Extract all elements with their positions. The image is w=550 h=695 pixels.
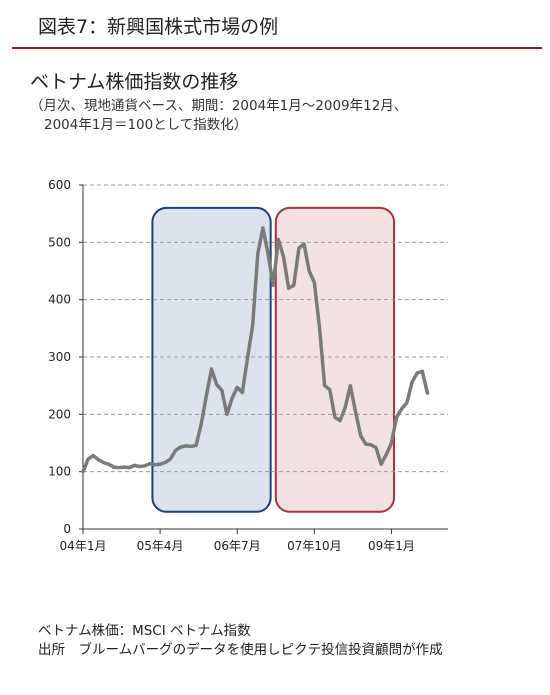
bust-period-box <box>274 206 396 513</box>
chart-title: ベトナム株価指数の推移 <box>30 71 239 93</box>
note-definition: ベトナム株価：MSCI ベトナム指数 <box>38 623 251 639</box>
x-tick-label-2: 06年7月 <box>214 539 261 553</box>
chart-subtitle: （月次、現地通貨ベース、期間：2004年1月～2009年12月、 2004年1月… <box>30 97 407 135</box>
series-layer <box>81 226 430 474</box>
y-tick-label-0: 0 <box>63 522 71 536</box>
line-chart: 0 100 200 300 400 500 600 04年1月 05年4月 06年7月 07年10月… <box>48 178 448 553</box>
y-tick-label-500: 500 <box>48 235 71 249</box>
y-tick-label-200: 200 <box>48 407 71 421</box>
note-source: 出所 ブルームバーグのデータを使用しピクテ投信投資顧問が作成 <box>38 642 443 658</box>
y-tick-label-600: 600 <box>48 178 71 192</box>
chart-notes: ベトナム株価：MSCI ベトナム指数 出所 ブルームバーグのデータを使用しピクテ… <box>38 622 443 660</box>
tick-labels: 0 100 200 300 400 500 600 04年1月 05年4月 06年7月 07年10月… <box>48 178 415 553</box>
gridlines <box>83 184 448 473</box>
y-tick-label-400: 400 <box>48 293 71 307</box>
highlight-layer <box>151 206 396 513</box>
x-tick-label-0: 04年1月 <box>60 539 107 553</box>
y-tick-label-300: 300 <box>48 350 71 364</box>
figure-title: 図表7：新興国株式市場の例 <box>38 16 279 38</box>
y-tick-label-100: 100 <box>48 465 71 479</box>
x-tick-label-1: 05年4月 <box>137 539 184 553</box>
subtitle-line-1: （月次、現地通貨ベース、期間：2004年1月～2009年12月、 <box>30 98 408 114</box>
x-tick-label-3: 07年10月 <box>287 539 342 553</box>
title-divider <box>12 47 542 49</box>
series-line-0 <box>81 226 430 474</box>
boom-period-box <box>151 206 272 513</box>
x-tick-label-4: 09年1月 <box>368 539 415 553</box>
subtitle-line-2: 2004年1月＝100として指数化） <box>44 117 248 133</box>
